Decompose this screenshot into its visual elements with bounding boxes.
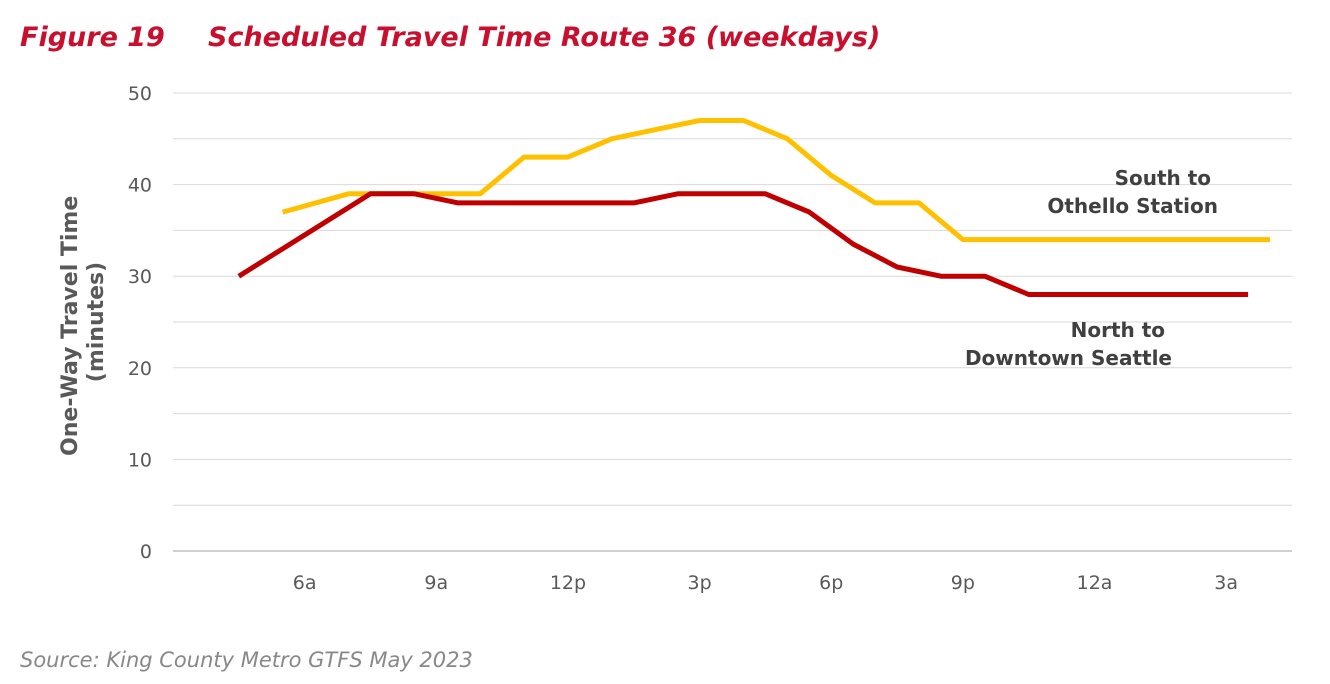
x-tick-label: 3p [688,572,712,594]
x-tick-label: 12a [1077,572,1113,594]
y-axis-ticks: 0 10 20 30 40 50 [128,83,152,563]
series-label-south-line-1: South to [1115,166,1211,190]
x-tick-label: 6a [293,572,317,594]
y-tick-label: 30 [128,266,152,288]
series-label-north-line-2: Downtown Seattle [965,346,1172,370]
x-tick-label: 9a [424,572,448,594]
series-label-north: North to Downtown Seattle [965,318,1172,370]
y-axis-title-line-2: (minutes) [84,262,109,382]
series-label-south: South to Othello Station [1047,166,1218,218]
x-tick-label: 3a [1214,572,1238,594]
figure-title: Scheduled Travel Time Route 36 (weekdays… [208,22,881,53]
x-tick-label: 12p [550,572,586,594]
travel-time-line-chart: 0 10 20 30 40 50 6a 9a 12p 3p 6p 9p 12a 3a One-Way T… [58,83,1292,594]
x-axis-ticks: 6a 9a 12p 3p 6p 9p 12a 3a [293,572,1238,594]
series-line-south [282,118,1271,243]
source-note: Source: King County Metro GTFS May 2023 [20,648,473,672]
y-tick-label: 20 [128,358,152,380]
x-tick-label: 6p [819,572,843,594]
y-axis-title: One-Way Travel Time (minutes) [58,188,109,456]
y-tick-label: 40 [128,175,152,197]
series-label-north-line-1: North to [1071,318,1165,342]
series-line-north [237,191,1249,297]
gridlines [173,92,1292,552]
y-tick-label: 0 [140,541,152,563]
y-tick-label: 50 [128,83,152,105]
y-axis-title-line-1: One-Way Travel Time [58,196,83,456]
series-label-south-line-2: Othello Station [1047,194,1218,218]
figure-number: Figure 19 [20,22,165,53]
y-tick-label: 10 [128,449,152,471]
series-lines [237,118,1271,297]
x-tick-label: 9p [951,572,975,594]
